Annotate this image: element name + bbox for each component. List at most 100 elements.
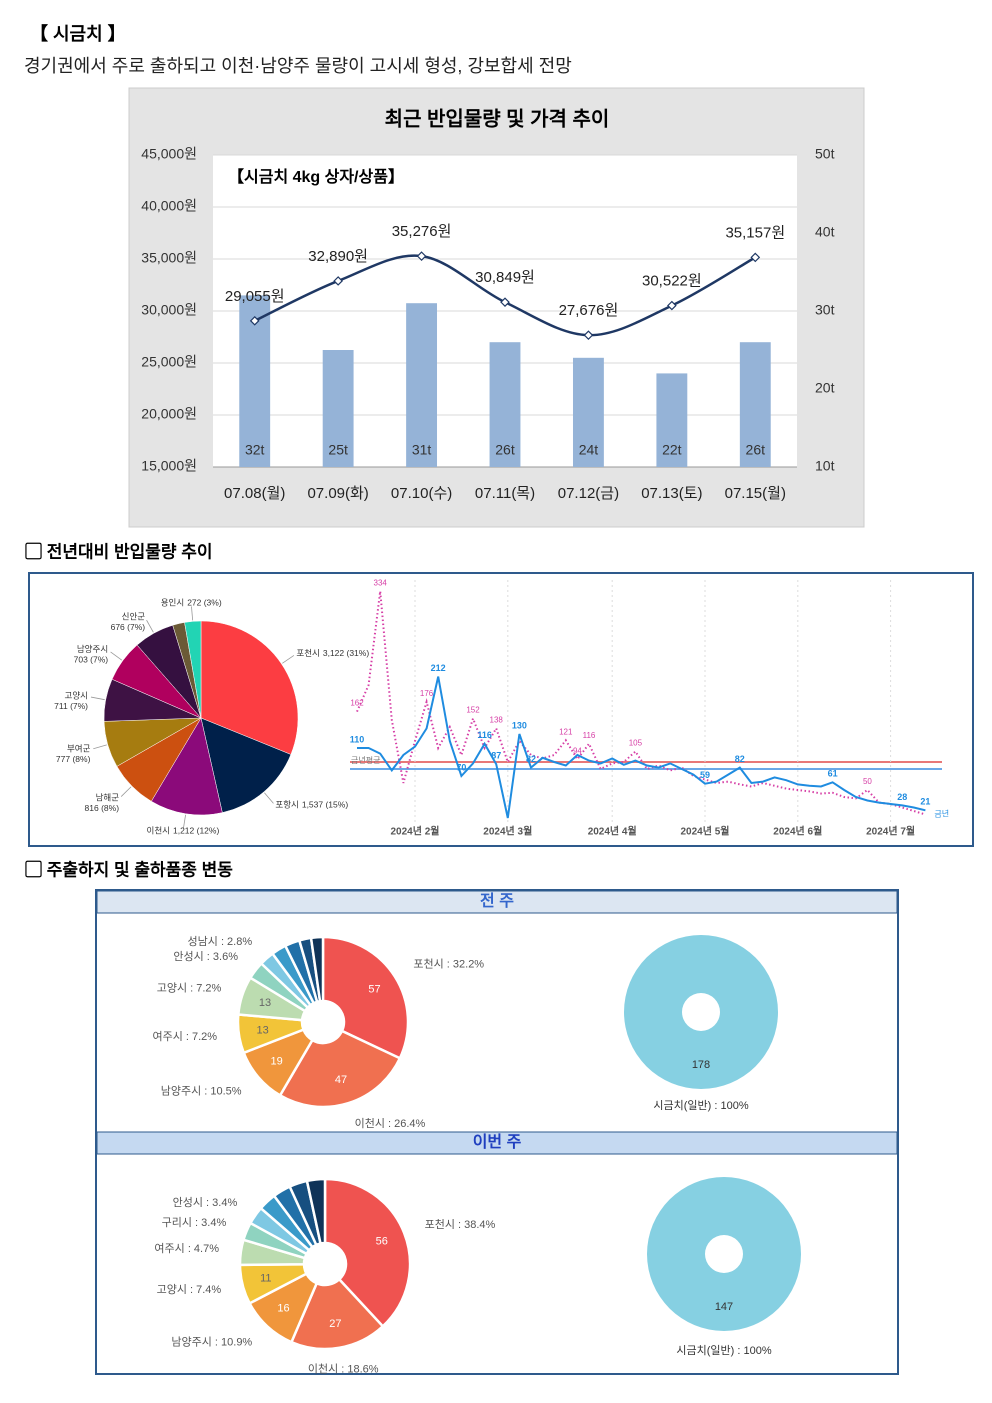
point-label: 28: [897, 792, 907, 802]
point-label: 152: [466, 706, 480, 715]
slice-label: 고양시 : 7.2%: [157, 981, 222, 994]
y2-tick-label: 10t: [815, 458, 835, 474]
y-tick-label: 45,000원: [141, 146, 197, 162]
x-tick-label: 07.12(금): [558, 485, 619, 502]
pie-slice: [200, 717, 292, 813]
y-tick-label: 35,000원: [141, 250, 197, 266]
slice-category: 이천시 : 26.4%: [355, 1116, 426, 1130]
pie-slice: [184, 620, 202, 719]
slice-category: 포항시: [275, 800, 298, 810]
point-label: 82: [735, 754, 745, 764]
point-label: 212: [431, 663, 446, 673]
point-label: 138: [490, 716, 504, 725]
line-label: 29,055원: [225, 288, 285, 305]
bar-label: 32t: [245, 442, 265, 458]
x-tick-label: 2024년 2월: [391, 825, 440, 838]
reference-label: 금년평균: [351, 755, 380, 765]
leader-line: [110, 651, 123, 661]
bar-label: 25t: [328, 442, 348, 458]
pie-slice: [305, 1177, 327, 1245]
leader-line: [191, 606, 194, 621]
point-label: 116: [583, 731, 596, 740]
slice-label: 이천시 : 18.6%: [308, 1361, 379, 1375]
slice-value: 47: [335, 1074, 347, 1086]
slice-label: 시금치(일반) : 100%: [653, 1098, 748, 1112]
x-tick-label: 07.13(토): [641, 485, 702, 502]
pie-slice: [278, 1029, 402, 1109]
slice-category: 이천시: [147, 826, 170, 836]
slice-value: 1,212 (12%): [173, 826, 219, 836]
point-label: 116: [477, 730, 492, 740]
line-marker: [500, 297, 510, 308]
point-label: 110: [350, 734, 365, 744]
point-label: 121: [559, 727, 573, 736]
slice-value: 57: [368, 983, 380, 995]
slice-category: 시금치(일반) : 100%: [676, 1343, 771, 1357]
slice-category: 안성시 : 3.4%: [173, 1196, 238, 1209]
slice-label: 포천시 : 32.2%: [413, 957, 484, 971]
line-label: 32,890원: [308, 248, 368, 265]
slice-value: 13: [259, 997, 271, 1009]
bar: [656, 373, 688, 467]
slice-value: 816 (8%): [85, 803, 120, 813]
line-label: 35,157원: [725, 224, 785, 241]
slice-value: 711 (7%): [54, 701, 88, 711]
line-label: 27,676원: [559, 302, 619, 319]
slice-label: 안성시 : 3.6%: [173, 950, 238, 963]
point-label: 334: [374, 578, 388, 587]
y-tick-label: 15,000원: [141, 458, 197, 474]
slice-value: 777 (8%): [56, 754, 91, 764]
leader-line: [182, 814, 186, 829]
panel-header: [96, 1131, 898, 1155]
bar: [406, 303, 438, 467]
y-tick-label: 30,000원: [141, 302, 197, 318]
pie-slice: [647, 1177, 801, 1331]
bar-label: 26t: [495, 442, 515, 458]
slice-label: 여주시 : 7.2%: [152, 1030, 217, 1043]
line-label: 30,522원: [642, 273, 702, 290]
slice-label: 구리시 : 3.4%: [162, 1216, 227, 1229]
bar: [489, 342, 521, 467]
slice-label: 남해군 816 (8%): [85, 793, 120, 814]
slice-label: 고양시 711 (7%): [54, 691, 88, 712]
point-label: 87: [491, 750, 501, 760]
slice-value: 703 (7%): [74, 655, 109, 665]
slice-category: 남양주시 : 10.5%: [161, 1084, 242, 1097]
bar-label: 31t: [412, 442, 432, 458]
slice-value: 56: [376, 1236, 388, 1248]
series-line: [357, 676, 926, 819]
leader-line: [282, 655, 295, 664]
y-tick-label: 40,000원: [141, 198, 197, 214]
point-label: 61: [828, 769, 838, 779]
page-title: 【 시금치 】: [30, 24, 126, 44]
line-marker: [416, 251, 427, 261]
point-label: 130: [512, 720, 527, 730]
slice-value: 3,122 (31%): [323, 648, 369, 658]
point-label: 94: [573, 746, 582, 755]
pie-slice: [150, 717, 223, 816]
pie-slice: [624, 935, 778, 1089]
bar: [739, 342, 771, 467]
slice-category: 안성시 : 3.6%: [173, 950, 238, 963]
leader-line: [93, 744, 107, 750]
line-label: 30,849원: [475, 269, 535, 286]
point-label: 105: [629, 739, 643, 748]
pie-slice: [309, 935, 325, 1003]
slice-category: 고양시: [65, 691, 88, 701]
slice-label: 포천시 : 38.4%: [425, 1217, 496, 1231]
slice-label: 시금치(일반) : 100%: [676, 1343, 771, 1357]
x-tick-label: 2024년 3월: [483, 825, 532, 838]
line-marker: [750, 252, 761, 263]
leader-line: [90, 696, 105, 701]
slice-category: 고양시 : 7.4%: [157, 1283, 222, 1296]
slice-category: 남양주시 : 10.9%: [171, 1335, 252, 1348]
x-tick-label: 2024년 4월: [588, 825, 637, 838]
x-tick-label: 07.08(월): [224, 485, 285, 502]
point-label: 59: [700, 770, 710, 780]
leader-line: [264, 792, 274, 804]
line-marker: [333, 276, 343, 286]
slice-category: 신안군: [122, 612, 146, 622]
slice-category: 남양주시: [77, 644, 108, 654]
x-tick-label: 07.11(목): [475, 485, 535, 502]
